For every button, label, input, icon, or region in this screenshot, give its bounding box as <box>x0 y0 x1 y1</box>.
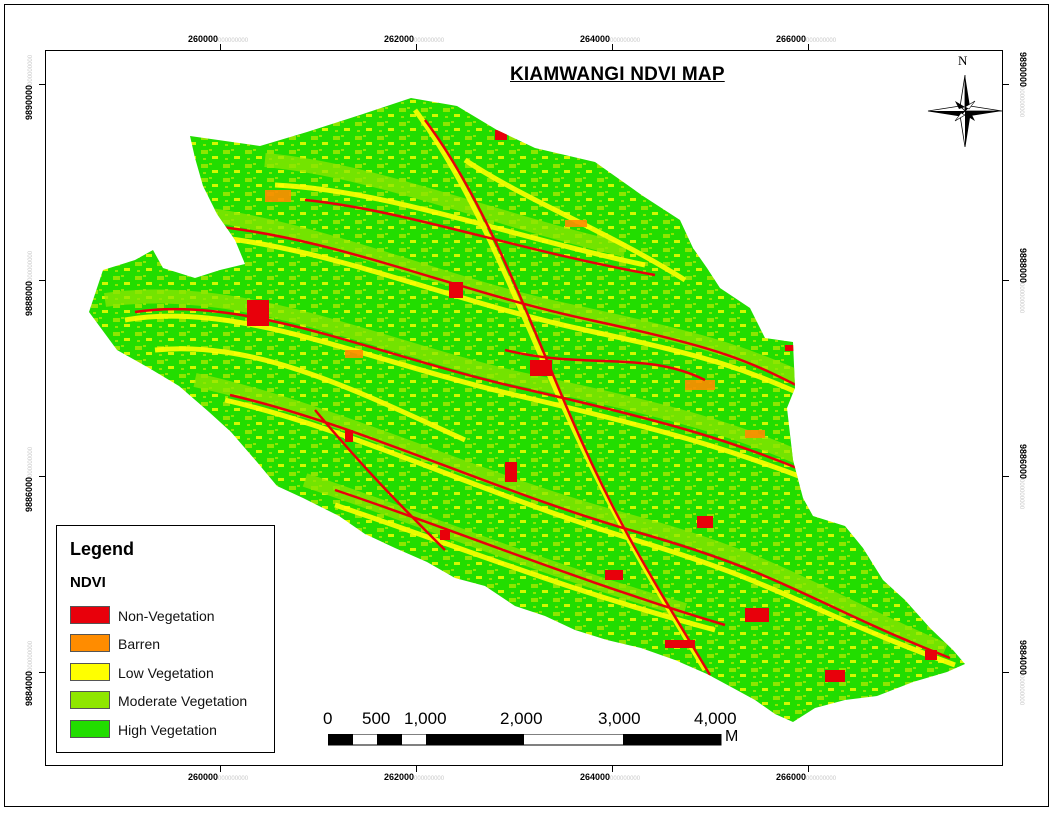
y-grid-label-left-4: 9884000000000000 <box>24 640 34 706</box>
legend-label: High Vegetation <box>118 722 217 738</box>
legend-item-non-vegetation: Non-Vegetation <box>70 606 270 626</box>
x-tick-bottom-2 <box>416 766 417 772</box>
x-grid-label-top-4: 266000000000000 <box>776 34 837 44</box>
map-title: KIAMWANGI NDVI MAP <box>510 64 725 85</box>
map-neatline <box>45 50 1003 766</box>
north-arrow-icon <box>927 74 1003 148</box>
x-grid-label-bottom-3: 264000000000000 <box>580 772 641 782</box>
low-vegetation-streaks <box>124 108 956 672</box>
scale-unit: M <box>725 728 739 745</box>
legend-swatch-moderate-vegetation <box>70 691 110 709</box>
legend-subtitle: NDVI <box>70 574 106 591</box>
legend-swatch-barren <box>70 634 110 652</box>
y-grid-label-right-2: 9888000000000000 <box>1018 248 1028 314</box>
legend-item-moderate-vegetation: Moderate Vegetation <box>70 691 270 711</box>
x-tick-top-4 <box>808 44 809 50</box>
y-tick-right-1 <box>1003 84 1009 85</box>
legend-swatch-high-vegetation <box>70 720 110 738</box>
map-outer-frame <box>4 4 1049 807</box>
y-grid-label-left-1: 9890000000000000 <box>24 54 34 120</box>
x-tick-bottom-3 <box>612 766 613 772</box>
y-tick-left-4 <box>39 672 45 673</box>
x-grid-label-top-1: 260000000000000 <box>188 34 249 44</box>
y-tick-right-2 <box>1003 280 1009 281</box>
y-grid-label-right-3: 9886000000000000 <box>1018 444 1028 510</box>
x-tick-top-3 <box>612 44 613 50</box>
legend-label: Low Vegetation <box>118 665 214 681</box>
y-tick-right-3 <box>1003 476 1009 477</box>
x-grid-label-bottom-4: 266000000000000 <box>776 772 837 782</box>
legend-item-high-vegetation: High Vegetation <box>70 720 270 740</box>
x-grid-label-top-2: 262000000000000 <box>384 34 445 44</box>
legend-swatch-non-vegetation <box>70 606 110 624</box>
scale-label-1000: 1,000 <box>404 709 447 728</box>
north-arrow-label: N <box>958 53 968 68</box>
x-tick-top-1 <box>220 44 221 50</box>
y-grid-label-right-4: 9884000000000000 <box>1018 640 1028 706</box>
y-tick-right-4 <box>1003 672 1009 673</box>
x-tick-top-2 <box>416 44 417 50</box>
x-grid-label-bottom-1: 260000000000000 <box>188 772 249 782</box>
x-tick-bottom-1 <box>220 766 221 772</box>
y-grid-label-left-2: 9888000000000000 <box>24 250 34 316</box>
x-grid-label-bottom-2: 262000000000000 <box>384 772 445 782</box>
legend-item-low-vegetation: Low Vegetation <box>70 663 270 683</box>
y-grid-label-left-3: 9886000000000000 <box>24 446 34 512</box>
legend-swatch-low-vegetation <box>70 663 110 681</box>
y-tick-left-3 <box>39 476 45 477</box>
y-grid-label-right-1: 9890000000000000 <box>1018 52 1028 118</box>
legend-title: Legend <box>70 539 135 559</box>
legend-panel: Legend NDVI Non-Vegetation Barren Low Ve… <box>56 525 275 753</box>
scale-bar <box>328 734 722 746</box>
legend-label: Barren <box>118 636 161 652</box>
scale-label-3000: 3,000 <box>598 709 641 728</box>
scale-label-500: 500 <box>362 709 391 728</box>
y-tick-left-1 <box>39 84 45 85</box>
x-tick-bottom-4 <box>808 766 809 772</box>
scale-label-2000: 2,000 <box>500 709 543 728</box>
legend-label: Non-Vegetation <box>118 608 215 624</box>
legend-item-barren: Barren <box>70 634 270 654</box>
scale-label-0: 0 <box>323 709 333 728</box>
y-tick-left-2 <box>39 280 45 281</box>
x-grid-label-top-3: 264000000000000 <box>580 34 641 44</box>
legend-label: Moderate Vegetation <box>118 693 248 709</box>
scale-label-4000: 4,000 <box>694 709 737 728</box>
non-vegetation-patches <box>247 130 937 682</box>
